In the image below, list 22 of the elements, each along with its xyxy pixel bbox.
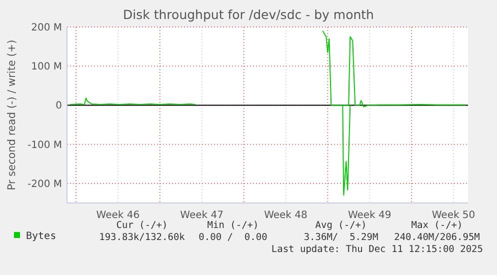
- y-tick-label: 200 M: [31, 22, 62, 34]
- y-tick-label: -100 M: [27, 140, 62, 151]
- y-tick-label: -200 M: [27, 178, 62, 190]
- y-tick-label: 0: [56, 100, 62, 112]
- x-tick-label: Week 48: [264, 210, 308, 221]
- y-axis-title: Pr second read (-) / write (+): [6, 40, 18, 190]
- text: Max (-/+): [411, 220, 463, 231]
- text: 3.36M/ 5.29M: [304, 232, 378, 243]
- text: 193.83k/132.60k: [99, 232, 186, 243]
- chart-title: Disk throughput for /dev/sdc - by month: [123, 7, 374, 22]
- text: Avg (-/+): [315, 220, 367, 231]
- legend-label: Bytes: [26, 231, 56, 242]
- text: 0.00 / 0.00: [198, 232, 268, 243]
- x-tick-label: Week 47: [180, 210, 224, 221]
- y-tick-label: 100 M: [31, 62, 62, 73]
- x-tick-label: Week 50: [432, 210, 476, 221]
- x-tick-label: Week 46: [96, 210, 140, 221]
- text: Last update: Thu Dec 11 12:15:00 2025: [271, 244, 483, 255]
- x-tick-label: Week 49: [348, 210, 392, 221]
- text: Cur (-/+): [116, 220, 168, 231]
- text: 240.40M/206.95M: [394, 232, 480, 243]
- text: Min (-/+): [207, 220, 259, 231]
